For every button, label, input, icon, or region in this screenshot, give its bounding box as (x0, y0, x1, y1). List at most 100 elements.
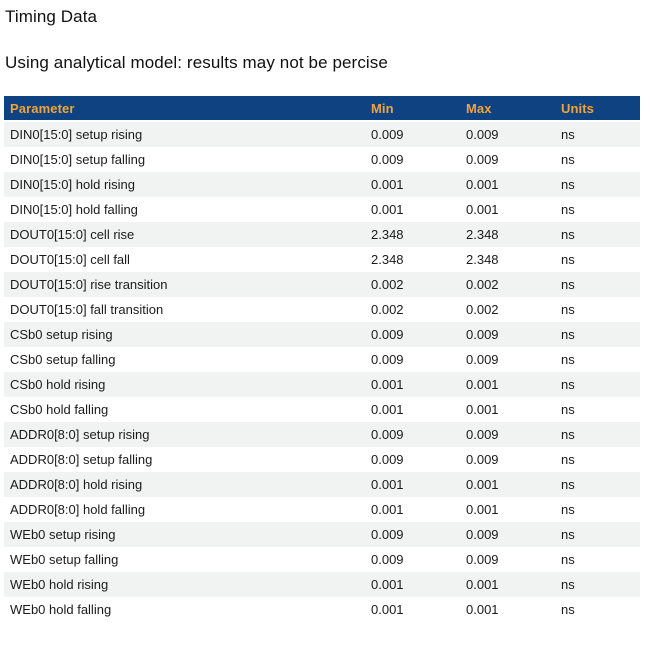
cell-max: 2.348 (466, 227, 499, 242)
cell-units: ns (561, 477, 575, 492)
cell-min: 0.001 (371, 577, 404, 592)
cell-parameter: CSb0 hold falling (10, 402, 109, 417)
cell-min: 0.009 (371, 352, 404, 367)
cell-max: 0.001 (466, 577, 499, 592)
cell-parameter: ADDR0[8:0] setup falling (10, 452, 153, 467)
table-row: DOUT0[15:0] cell fall 2.348 2.348 ns (4, 247, 640, 272)
cell-units: ns (561, 352, 575, 367)
cell-min: 0.009 (371, 427, 404, 442)
table-row: CSb0 setup rising 0.009 0.009 ns (4, 322, 640, 347)
cell-units: ns (561, 452, 575, 467)
cell-min: 0.009 (371, 452, 404, 467)
cell-parameter: DOUT0[15:0] fall transition (10, 302, 164, 317)
cell-min: 0.001 (371, 202, 404, 217)
cell-units: ns (561, 527, 575, 542)
cell-min: 0.009 (371, 152, 404, 167)
table-row: CSb0 hold rising 0.001 0.001 ns (4, 372, 640, 397)
cell-parameter: ADDR0[8:0] hold rising (10, 477, 143, 492)
cell-units: ns (561, 177, 575, 192)
cell-parameter: ADDR0[8:0] hold falling (10, 502, 146, 517)
header-max: Max (460, 96, 555, 122)
cell-max: 0.002 (466, 302, 499, 317)
cell-units: ns (561, 327, 575, 342)
cell-min: 0.001 (371, 377, 404, 392)
cell-parameter: CSb0 setup falling (10, 352, 116, 367)
table-row: DIN0[15:0] setup falling 0.009 0.009 ns (4, 147, 640, 172)
cell-parameter: ADDR0[8:0] setup rising (10, 427, 150, 442)
table-row: CSb0 setup falling 0.009 0.009 ns (4, 347, 640, 372)
cell-units: ns (561, 402, 575, 417)
table-row: ADDR0[8:0] setup falling 0.009 0.009 ns (4, 447, 640, 472)
cell-max: 0.002 (466, 277, 499, 292)
cell-max: 0.009 (466, 427, 499, 442)
table-row: WEb0 hold falling 0.001 0.001 ns (4, 597, 640, 622)
cell-min: 0.001 (371, 402, 404, 417)
cell-min: 2.348 (371, 227, 404, 242)
cell-min: 0.009 (371, 327, 404, 342)
table-row: DIN0[15:0] setup rising 0.009 0.009 ns (4, 121, 640, 147)
cell-parameter: DIN0[15:0] hold falling (10, 202, 138, 217)
cell-max: 0.009 (466, 152, 499, 167)
cell-max: 0.001 (466, 477, 499, 492)
table-row: DOUT0[15:0] cell rise 2.348 2.348 ns (4, 222, 640, 247)
cell-max: 0.009 (466, 527, 499, 542)
cell-max: 2.348 (466, 252, 499, 267)
page-subtitle: Using analytical model: results may not … (5, 53, 388, 72)
cell-parameter: DOUT0[15:0] cell rise (10, 227, 135, 242)
table-row: WEb0 setup rising 0.009 0.009 ns (4, 522, 640, 547)
header-min: Min (365, 96, 460, 122)
cell-min: 0.001 (371, 602, 404, 617)
table-row: CSb0 hold falling 0.001 0.001 ns (4, 397, 640, 422)
header-parameter: Parameter (4, 96, 365, 122)
cell-min: 0.001 (371, 502, 404, 517)
header-units: Units (555, 96, 640, 122)
cell-max: 0.009 (466, 552, 499, 567)
cell-min: 0.009 (371, 527, 404, 542)
cell-parameter: CSb0 setup rising (10, 327, 113, 342)
cell-parameter: DOUT0[15:0] rise transition (10, 277, 168, 292)
cell-min: 0.001 (371, 177, 404, 192)
table-row: ADDR0[8:0] hold rising 0.001 0.001 ns (4, 472, 640, 497)
table-row: ADDR0[8:0] hold falling 0.001 0.001 ns (4, 497, 640, 522)
table-row: WEb0 setup falling 0.009 0.009 ns (4, 547, 640, 572)
cell-parameter: WEb0 hold falling (10, 602, 112, 617)
cell-max: 0.001 (466, 177, 499, 192)
cell-min: 0.009 (371, 552, 404, 567)
cell-min: 0.001 (371, 477, 404, 492)
cell-max: 0.009 (466, 352, 499, 367)
page-title: Timing Data (5, 7, 98, 26)
cell-parameter: CSb0 hold rising (10, 377, 106, 392)
cell-units: ns (561, 252, 575, 267)
cell-parameter: WEb0 hold rising (10, 577, 109, 592)
table-row: DIN0[15:0] hold falling 0.001 0.001 ns (4, 197, 640, 222)
cell-parameter: DIN0[15:0] hold rising (10, 177, 136, 192)
timing-table-body: DIN0[15:0] setup rising 0.009 0.009 ns DIN0[… (4, 121, 640, 622)
cell-units: ns (561, 602, 575, 617)
cell-parameter: DOUT0[15:0] cell fall (10, 252, 130, 267)
cell-max: 0.001 (466, 502, 499, 517)
cell-units: ns (561, 577, 575, 592)
cell-min: 0.009 (371, 127, 404, 142)
cell-max: 0.009 (466, 452, 499, 467)
cell-min: 0.002 (371, 302, 404, 317)
cell-max: 0.009 (466, 327, 499, 342)
cell-units: ns (561, 127, 575, 142)
cell-min: 2.348 (371, 252, 404, 267)
table-row: WEb0 hold rising 0.001 0.001 ns (4, 572, 640, 597)
cell-parameter: DIN0[15:0] setup rising (10, 127, 143, 142)
cell-units: ns (561, 152, 575, 167)
cell-units: ns (561, 277, 575, 292)
cell-units: ns (561, 302, 575, 317)
timing-table: Parameter Min Max Units DIN0[15:0] setup… (4, 96, 640, 622)
cell-units: ns (561, 427, 575, 442)
cell-parameter: WEb0 setup rising (10, 527, 116, 542)
cell-min: 0.002 (371, 277, 404, 292)
table-row: DOUT0[15:0] rise transition 0.002 0.002 ns (4, 272, 640, 297)
table-header-row: Parameter Min Max Units (4, 96, 640, 122)
cell-parameter: DIN0[15:0] setup falling (10, 152, 146, 167)
cell-units: ns (561, 502, 575, 517)
table-row: DOUT0[15:0] fall transition 0.002 0.002 ns (4, 297, 640, 322)
table-row: ADDR0[8:0] setup rising 0.009 0.009 ns (4, 422, 640, 447)
cell-units: ns (561, 552, 575, 567)
cell-units: ns (561, 202, 575, 217)
